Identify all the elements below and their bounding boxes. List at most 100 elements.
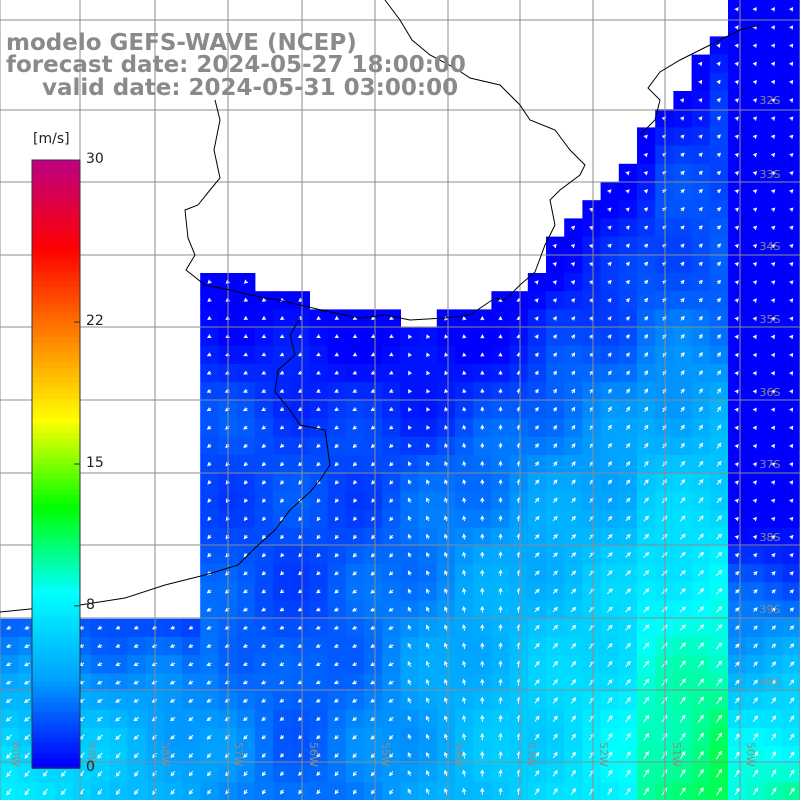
wind-arrow <box>716 152 722 157</box>
wind-arrow <box>426 334 431 339</box>
wind-arrow <box>607 406 612 412</box>
wind-arrow <box>680 388 685 394</box>
wind-arrow <box>534 606 540 613</box>
wind-arrow <box>462 352 467 357</box>
wind-arrow <box>5 734 12 741</box>
wind-arrow <box>680 152 685 157</box>
wind-arrow <box>389 315 394 320</box>
wind-arrow <box>206 389 212 393</box>
wind-arrow <box>534 588 540 594</box>
wind-arrow <box>771 589 776 594</box>
wind-arrow <box>715 551 723 559</box>
wind-arrow <box>716 43 721 48</box>
wind-arrow <box>498 678 503 686</box>
wind-arrow <box>570 279 576 285</box>
wind-arrow <box>771 262 776 267</box>
wind-arrow <box>260 643 267 648</box>
wind-arrow <box>571 388 576 394</box>
wind-arrow <box>752 98 757 103</box>
wind-arrow <box>661 551 668 558</box>
wind-arrow <box>370 789 376 795</box>
colorbar-segment <box>32 423 80 430</box>
wind-arrow <box>261 698 267 703</box>
wind-arrow <box>480 442 485 449</box>
colorbar-segment <box>32 271 80 278</box>
wind-arrow <box>480 751 485 759</box>
colorbar-segment <box>32 509 80 516</box>
wind-arrow <box>444 406 449 412</box>
wind-arrow <box>498 642 503 649</box>
wind-arrow <box>388 680 394 685</box>
wind-arrow <box>5 680 12 685</box>
wind-arrow <box>280 789 285 795</box>
wind-arrow <box>206 589 212 594</box>
wind-arrow <box>698 261 703 266</box>
colorbar-segment <box>32 418 80 425</box>
wind-arrow <box>371 498 376 503</box>
wind-arrow <box>771 534 776 540</box>
wind-arrow <box>735 589 740 594</box>
wind-arrow <box>315 643 321 648</box>
wind-arrow <box>752 7 757 12</box>
wind-arrow <box>752 171 758 176</box>
wind-arrow <box>279 607 285 612</box>
wind-arrow <box>462 696 467 704</box>
wind-arrow <box>133 734 139 740</box>
wind-arrow <box>680 370 685 376</box>
wind-arrow <box>443 769 448 777</box>
colorbar-segment <box>32 469 80 475</box>
wind-arrow <box>280 753 285 758</box>
wind-arrow <box>6 788 12 796</box>
wind-arrow <box>571 316 576 321</box>
wind-arrow <box>643 660 650 668</box>
colorbar-segment <box>32 185 80 192</box>
wind-arrow <box>352 534 358 540</box>
colorbar-segment <box>32 722 80 729</box>
wind-arrow <box>426 388 431 394</box>
wind-arrow <box>425 733 430 740</box>
wind-arrow <box>789 207 794 212</box>
wind-arrow <box>407 715 412 722</box>
wind-arrow <box>169 643 176 648</box>
wind-arrow <box>680 460 686 467</box>
wind-arrow <box>770 98 776 103</box>
wind-arrow <box>97 643 103 648</box>
wind-arrow <box>752 79 757 85</box>
wind-arrow <box>753 571 758 576</box>
wind-arrow <box>261 407 266 412</box>
wind-arrow <box>698 188 703 194</box>
colorbar-segment <box>32 610 80 617</box>
wind-arrow <box>242 662 248 666</box>
wind-arrow <box>352 370 357 375</box>
wind-arrow <box>679 551 686 558</box>
wind-arrow <box>6 625 12 630</box>
wind-arrow <box>534 679 540 686</box>
wind-arrow <box>752 61 757 67</box>
wind-arrow <box>734 79 739 85</box>
wind-arrow <box>498 587 503 595</box>
wind-arrow <box>352 698 358 703</box>
wind-arrow <box>734 389 739 394</box>
wind-arrow <box>298 443 303 448</box>
wind-arrow <box>298 789 303 795</box>
wind-arrow <box>425 660 430 668</box>
wind-arrow <box>716 97 721 103</box>
wind-arrow <box>133 625 139 630</box>
wind-arrow <box>480 769 485 777</box>
wind-arrow <box>770 462 776 467</box>
wind-arrow <box>552 660 558 668</box>
wind-arrow <box>734 535 739 540</box>
wind-arrow <box>643 533 650 540</box>
wind-arrow <box>243 297 249 302</box>
wind-arrow <box>570 697 577 704</box>
colorbar-segment <box>32 676 80 683</box>
wind-arrow <box>679 696 686 705</box>
wind-arrow <box>789 25 794 30</box>
colorbar-segment <box>32 747 80 754</box>
wind-arrow <box>770 733 777 741</box>
longitude-label: 55W <box>379 742 392 767</box>
wind-arrow <box>607 461 612 467</box>
wind-arrow <box>425 606 430 613</box>
wind-arrow <box>462 406 467 412</box>
wind-arrow <box>607 642 613 649</box>
